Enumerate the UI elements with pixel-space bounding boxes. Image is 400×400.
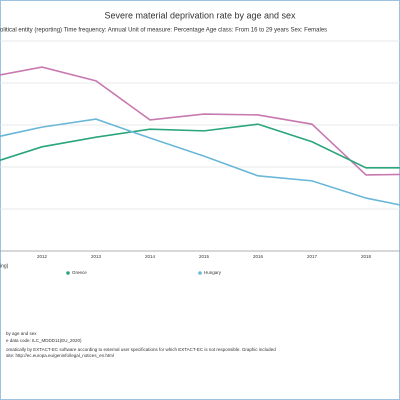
x-tick-label: 2018 [361,254,372,259]
legend-label: Hungary [204,270,222,275]
chart-subtitle: olitical entity (reporting) Time frequen… [0,28,327,34]
series-line [0,66,400,176]
legend-title: ing) [0,263,9,269]
chart-title: Severe material deprivation rate by age … [104,10,296,20]
legend-marker [66,271,70,275]
footer-line: by age and sex [6,331,37,336]
legend-label: Greece [72,270,87,275]
series-line [0,123,400,169]
x-tick-label: 2017 [307,254,318,259]
x-tick-label: 2012 [37,254,48,259]
series-line [0,118,400,206]
x-tick-label: 2016 [253,254,264,259]
x-tick-label: 2015 [199,254,210,259]
footer-line: omatically by EXTACT-EC software accordi… [6,347,276,352]
footer-line: site: http://ec.europa.eu/geninfo/legal_… [6,353,114,358]
footer-line: e data code: ILC_MDDD11(EU_2020) [6,338,82,343]
x-tick-label: 2014 [145,254,156,259]
legend-marker [198,271,202,275]
x-tick-label: 2013 [91,254,102,259]
